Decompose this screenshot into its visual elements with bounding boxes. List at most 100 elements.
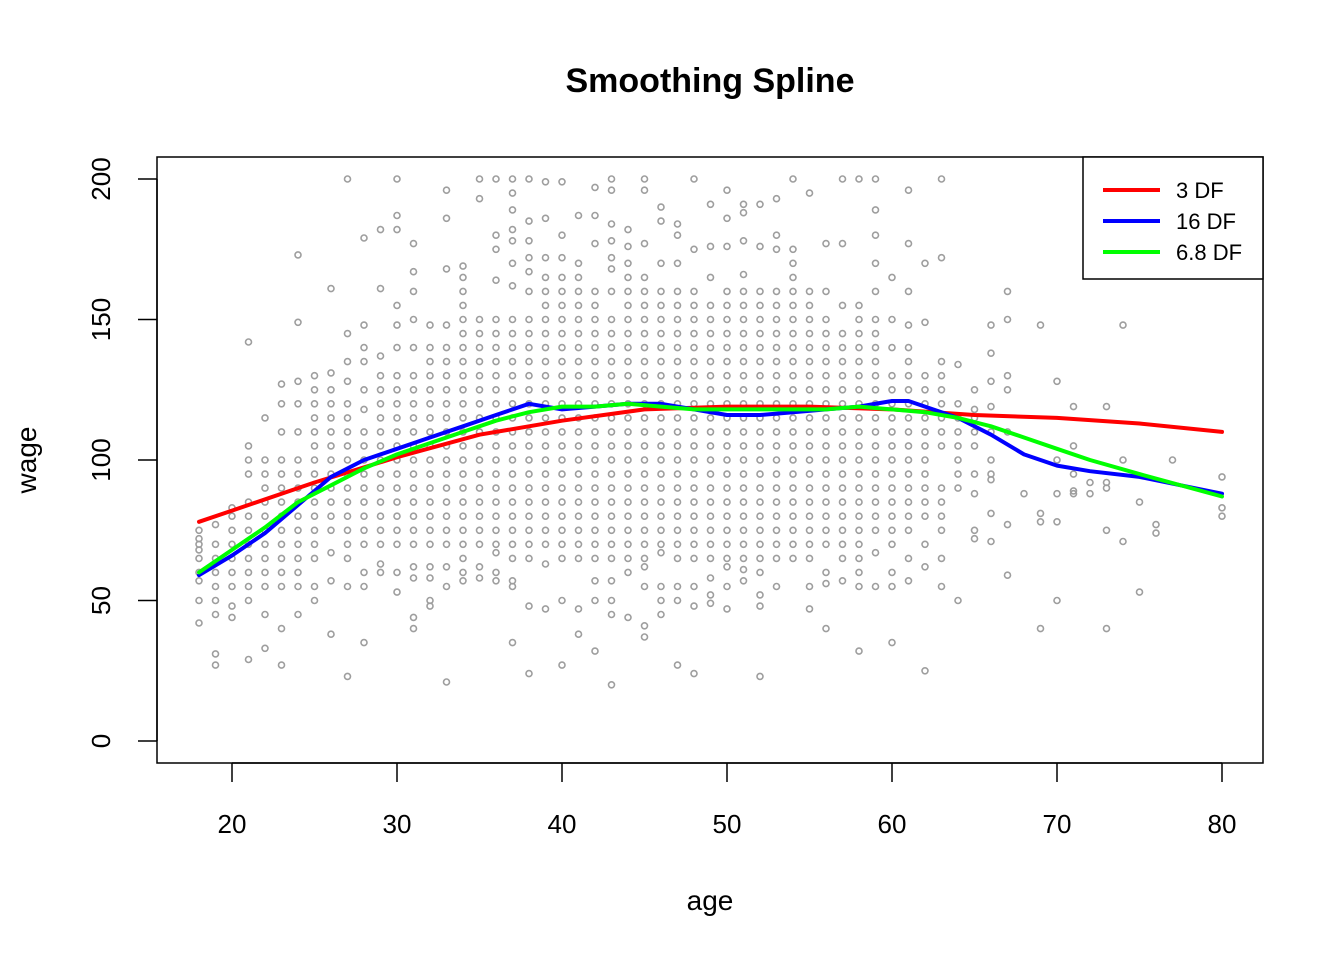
data-point (343, 329, 352, 338)
data-point (541, 428, 550, 436)
data-point (558, 540, 566, 549)
data-point (640, 526, 649, 535)
y-tick-label: 150 (86, 298, 116, 341)
data-point (574, 385, 583, 394)
data-point (772, 357, 781, 366)
data-point (640, 175, 649, 183)
data-point (607, 470, 616, 478)
data-point (640, 621, 649, 630)
data-point (723, 385, 731, 394)
data-point (640, 371, 649, 380)
data-point (855, 498, 863, 506)
data-point (789, 175, 797, 183)
data-point (673, 554, 682, 563)
data-point (541, 484, 550, 492)
data-point (475, 175, 484, 183)
data-point (492, 540, 500, 549)
data-point (838, 428, 847, 436)
data-point (822, 371, 830, 380)
data-point (624, 343, 632, 352)
data-point (409, 613, 418, 622)
data-point (937, 385, 946, 394)
data-point (987, 537, 995, 546)
data-point (376, 442, 385, 450)
data-point (871, 357, 880, 366)
data-point (310, 554, 319, 563)
data-point (492, 315, 500, 324)
data-point (459, 287, 467, 296)
data-point (277, 554, 286, 563)
data-point (343, 582, 352, 591)
data-point (756, 591, 764, 599)
data-point (805, 540, 814, 549)
data-point (673, 456, 682, 464)
data-point (888, 385, 896, 394)
data-point (343, 672, 352, 681)
data-point (822, 329, 830, 338)
data-point (772, 526, 781, 535)
data-point (525, 669, 533, 678)
data-point (1119, 321, 1127, 329)
data-point (409, 624, 418, 633)
data-point (508, 399, 517, 408)
data-point (888, 315, 896, 324)
data-point (492, 456, 500, 464)
data-point (459, 484, 467, 492)
data-point (426, 540, 434, 549)
data-point (690, 371, 698, 380)
data-point (723, 242, 731, 251)
data-point (475, 540, 484, 549)
data-point (789, 385, 797, 394)
data-point (409, 267, 418, 276)
data-point (195, 619, 203, 627)
data-point (244, 526, 253, 535)
data-point (360, 442, 368, 450)
data-point (888, 414, 896, 422)
data-point (211, 540, 220, 549)
data-point (327, 512, 335, 521)
data-point (805, 470, 814, 478)
data-point (690, 428, 698, 436)
data-point (459, 554, 467, 563)
x-tick-label: 80 (1208, 809, 1237, 839)
data-point (772, 470, 781, 478)
data-point (261, 582, 269, 591)
data-point (706, 242, 715, 251)
data-point (294, 470, 302, 478)
data-point (888, 428, 896, 436)
data-point (393, 484, 401, 492)
data-point (244, 338, 253, 346)
data-point (244, 582, 253, 591)
data-point (789, 456, 797, 464)
data-point (838, 371, 847, 380)
data-point (987, 377, 995, 386)
x-axis: 20 30 40 50 60 70 80 (218, 762, 1237, 839)
data-point (772, 428, 781, 436)
data-point (756, 442, 764, 450)
data-point (426, 456, 434, 464)
data-point (525, 428, 533, 436)
data-point (574, 470, 583, 478)
data-point (871, 456, 880, 464)
data-point (706, 315, 715, 324)
data-point (409, 540, 418, 549)
data-point (591, 596, 599, 605)
data-point (574, 329, 583, 338)
data-point (277, 540, 286, 549)
data-point (888, 512, 896, 521)
data-point (690, 456, 698, 464)
data-point (558, 357, 566, 366)
data-point (640, 540, 649, 549)
data-point (459, 470, 467, 478)
data-point (525, 267, 533, 276)
data-point (690, 301, 698, 310)
data-point (277, 526, 286, 535)
data-point (822, 442, 830, 450)
data-point (624, 613, 632, 622)
data-point (822, 484, 830, 492)
data-point (525, 329, 533, 338)
data-point (1218, 512, 1226, 521)
data-point (838, 329, 847, 338)
data-point (525, 512, 533, 521)
data-point (343, 484, 352, 492)
